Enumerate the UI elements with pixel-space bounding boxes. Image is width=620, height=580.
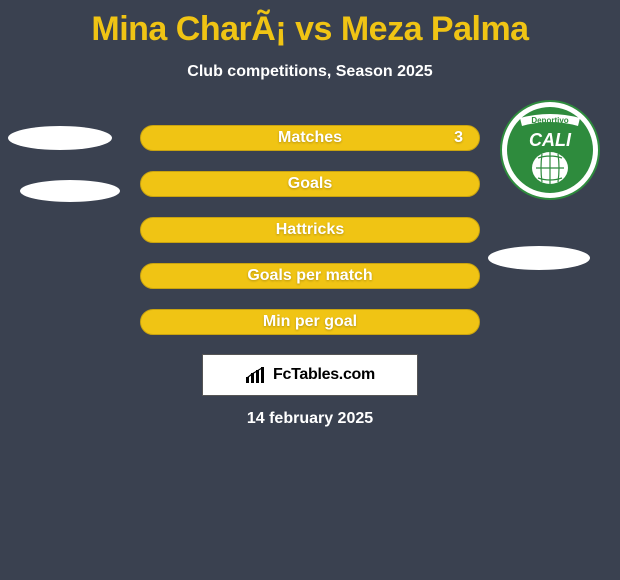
player-2-avatar-placeholder	[488, 246, 590, 270]
stat-label: Goals	[141, 172, 479, 196]
club-ribbon-text: Deportivo	[531, 116, 568, 125]
player-1-avatar-placeholder	[8, 126, 112, 150]
subtitle: Club competitions, Season 2025	[0, 63, 620, 81]
stat-label: Goals per match	[141, 264, 479, 288]
player-1-club-placeholder	[20, 180, 120, 202]
club-logo-deportivo-cali: Deportivo CALI	[500, 100, 600, 200]
stat-label: Hattricks	[141, 218, 479, 242]
stat-bar-goals-per-match: Goals per match	[140, 263, 480, 289]
stats-bars: Matches 3 Goals Hattricks Goals per matc…	[140, 125, 480, 355]
bars-icon	[245, 366, 267, 384]
brand-text: FcTables.com	[273, 366, 375, 384]
stat-bar-hattricks: Hattricks	[140, 217, 480, 243]
club-banner-text: CALI	[529, 130, 572, 150]
stat-bar-goals: Goals	[140, 171, 480, 197]
stat-label: Matches	[141, 126, 479, 150]
brand-box[interactable]: FcTables.com	[202, 354, 418, 396]
stat-bar-min-per-goal: Min per goal	[140, 309, 480, 335]
date-text: 14 february 2025	[0, 410, 620, 428]
page-title: Mina CharÃ¡ vs Meza Palma	[0, 0, 620, 49]
stat-value-right: 3	[454, 126, 463, 150]
stat-label: Min per goal	[141, 310, 479, 334]
brand-logo: FcTables.com	[245, 366, 375, 384]
stat-bar-matches: Matches 3	[140, 125, 480, 151]
